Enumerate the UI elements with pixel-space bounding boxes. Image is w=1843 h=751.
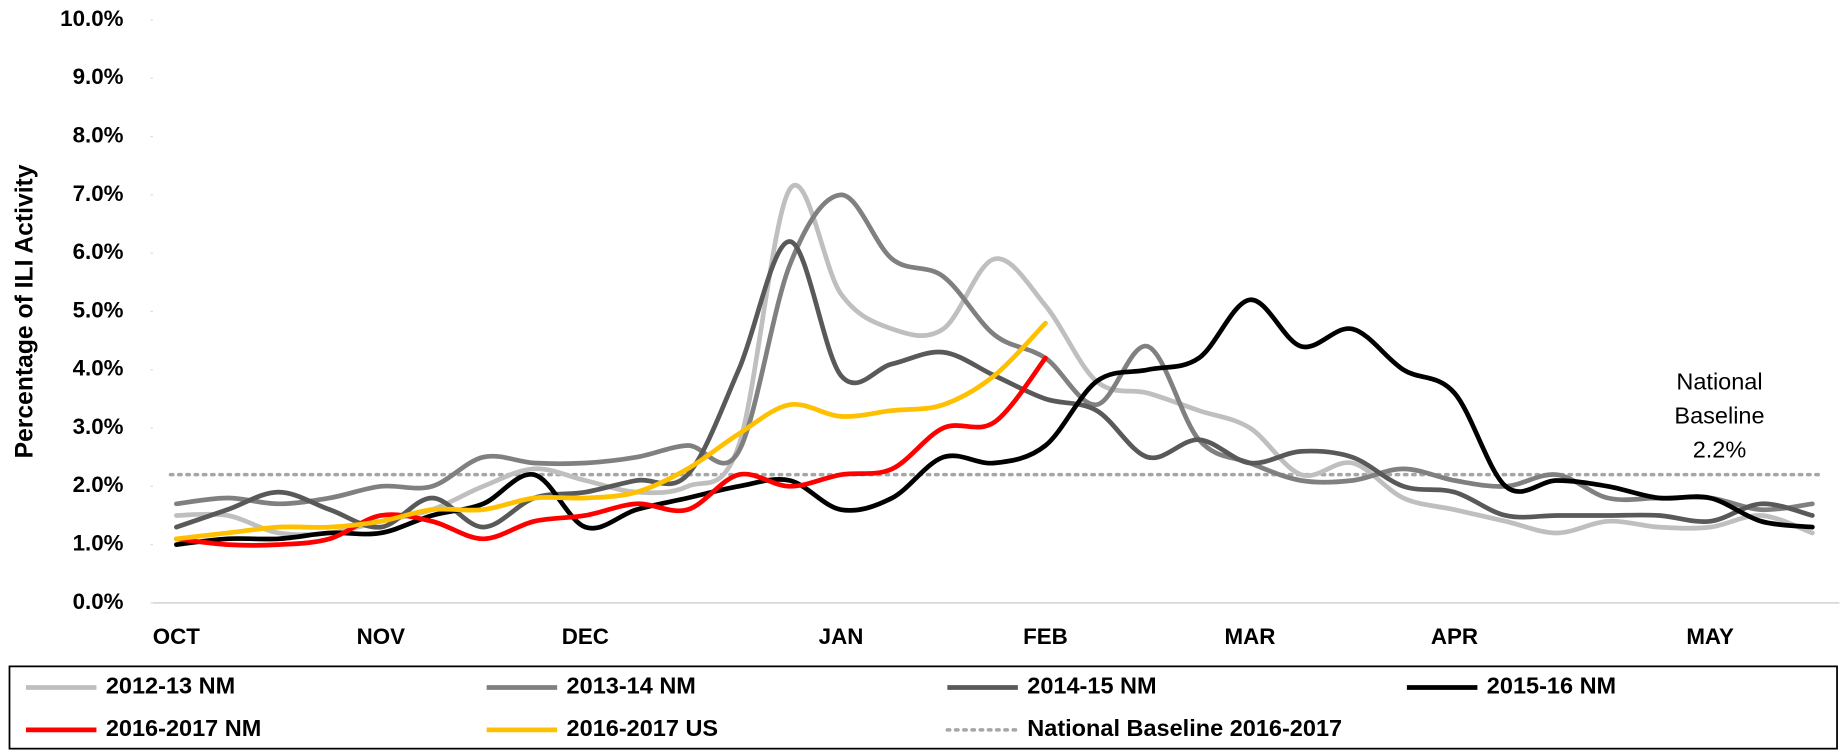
legend-label: 2014-15 NM <box>1027 673 1156 699</box>
x-tick-label: FEB <box>1023 624 1068 649</box>
series-line <box>174 355 1048 548</box>
y-tick-label: 9.0% <box>73 64 124 89</box>
y-tick-label: 6.0% <box>73 239 124 264</box>
y-tick-label: 0.0% <box>73 589 124 614</box>
baseline-annotation: 2.2% <box>1693 437 1747 463</box>
legend-label: 2016-2017 NM <box>106 715 261 741</box>
y-tick-label: 7.0% <box>73 181 124 206</box>
x-tick-label: MAY <box>1686 624 1734 649</box>
y-tick-label: 1.0% <box>73 531 124 556</box>
baseline-annotation: National <box>1676 368 1762 394</box>
series-line <box>174 320 1048 542</box>
y-tick-label: 10.0% <box>60 6 123 31</box>
baseline-annotation: Baseline <box>1674 402 1764 428</box>
x-tick-label: APR <box>1431 624 1478 649</box>
y-tick-label: 2.0% <box>73 472 124 497</box>
x-tick-label: OCT <box>153 624 200 649</box>
x-tick-label: NOV <box>357 624 405 649</box>
y-tick-label: 5.0% <box>73 297 124 322</box>
series-line <box>174 239 1815 530</box>
y-tick-label: 4.0% <box>73 356 124 381</box>
series-line <box>174 192 1815 513</box>
legend-label: 2015-16 NM <box>1487 673 1616 699</box>
legend-box <box>8 665 1838 750</box>
x-tick-label: JAN <box>819 624 864 649</box>
y-tick-label: 8.0% <box>73 122 124 147</box>
legend-label: 2012-13 NM <box>106 673 235 699</box>
legend-label: 2016-2017 US <box>567 715 719 741</box>
x-tick-label: DEC <box>562 624 609 649</box>
y-tick-label: 3.0% <box>73 414 124 439</box>
legend-label: 2013-14 NM <box>567 673 696 699</box>
legend-label: National Baseline 2016-2017 <box>1027 715 1342 741</box>
x-tick-label: MAR <box>1225 624 1276 649</box>
y-axis-title: Percentage of ILI Activity <box>11 164 38 458</box>
